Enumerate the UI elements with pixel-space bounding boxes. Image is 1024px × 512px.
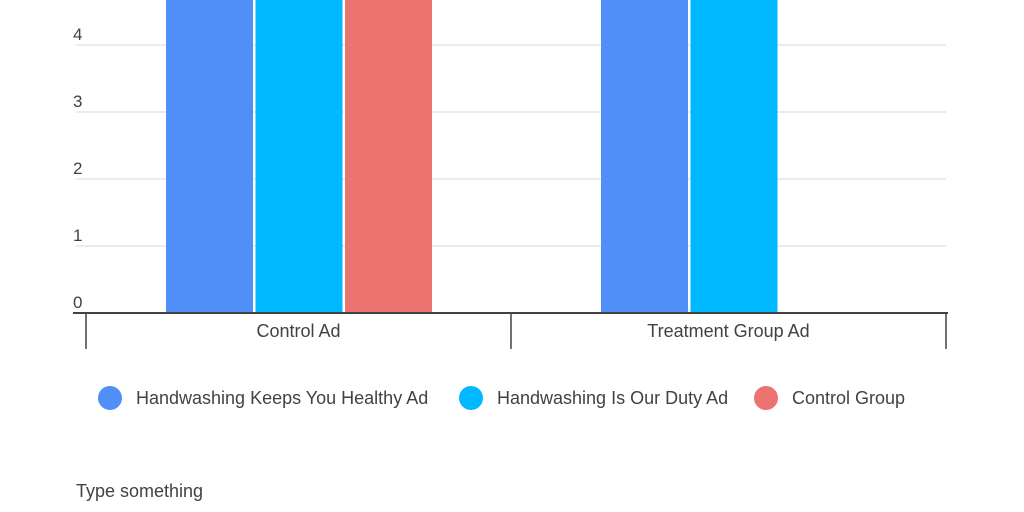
- x-axis-category-labels: Control Ad Treatment Group Ad: [256, 321, 809, 341]
- legend-label-control-group: Control Group: [792, 387, 906, 408]
- y-tick-label: 2: [73, 159, 82, 178]
- y-tick-label: 3: [73, 92, 82, 111]
- y-tick-label: 0: [73, 293, 82, 312]
- x-category-label: Treatment Group Ad: [647, 321, 809, 341]
- x-axis: [73, 312, 948, 349]
- y-tick-label: 1: [73, 226, 82, 245]
- legend-label-duty-ad: Handwashing Is Our Duty Ad: [497, 387, 729, 408]
- bar: [690, 0, 778, 313]
- x-category-label: Control Ad: [256, 321, 340, 341]
- legend: Handwashing Keeps You Healthy Ad Handwas…: [0, 382, 1024, 414]
- bar: [345, 0, 432, 313]
- bar: [255, 0, 343, 313]
- y-axis-tick-labels: 0 1 2 3 4: [73, 25, 82, 312]
- legend-label-healthy-ad: Handwashing Keeps You Healthy Ad: [136, 387, 429, 408]
- legend-dot-control-group: [754, 386, 778, 410]
- legend-dot-duty-ad: [459, 386, 483, 410]
- legend-item-healthy-ad: Handwashing Keeps You Healthy Ad: [98, 382, 428, 414]
- caption-text[interactable]: Type something: [76, 481, 204, 501]
- y-tick-label: 4: [73, 25, 82, 44]
- bar: [601, 0, 688, 313]
- bar: [166, 0, 253, 313]
- legend-item-control-group: Control Group: [754, 382, 905, 414]
- bar-chart: 0 1 2 3 4 Control Ad Treatment Group Ad: [73, 0, 948, 349]
- legend-dot-healthy-ad: [98, 386, 122, 410]
- bars: [166, 0, 778, 313]
- legend-item-duty-ad: Handwashing Is Our Duty Ad: [459, 382, 728, 414]
